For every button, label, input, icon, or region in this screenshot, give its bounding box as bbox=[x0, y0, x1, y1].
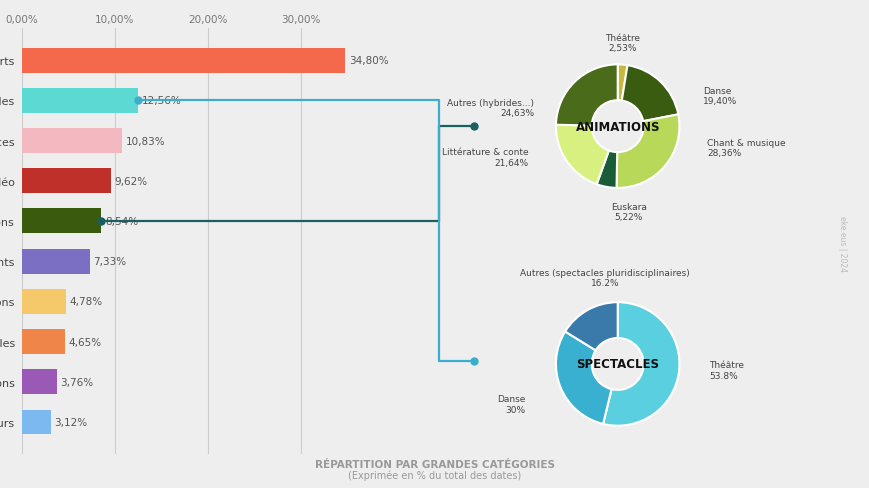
Text: 4,65%: 4,65% bbox=[69, 337, 102, 347]
Text: Théâtre
2,53%: Théâtre 2,53% bbox=[605, 34, 640, 53]
Bar bbox=[22, 209, 101, 234]
Text: RÉPARTITION PAR GRANDES CATÉGORIES: RÉPARTITION PAR GRANDES CATÉGORIES bbox=[315, 459, 554, 468]
Text: 4,78%: 4,78% bbox=[70, 297, 103, 307]
Bar bbox=[22, 289, 66, 314]
Text: 3,76%: 3,76% bbox=[60, 377, 94, 387]
Text: SPECTACLES: SPECTACLES bbox=[575, 358, 659, 371]
Text: Autres (spectacles pluridisciplinaires)
16.2%: Autres (spectacles pluridisciplinaires) … bbox=[520, 268, 689, 287]
Bar bbox=[22, 89, 138, 114]
Text: Littérature & conte
21,64%: Littérature & conte 21,64% bbox=[441, 148, 527, 167]
Text: eke.eus | 2024: eke.eus | 2024 bbox=[837, 216, 846, 272]
Text: 9,62%: 9,62% bbox=[115, 176, 148, 186]
Wedge shape bbox=[621, 66, 678, 122]
Text: 34,80%: 34,80% bbox=[348, 56, 388, 66]
Bar bbox=[22, 129, 123, 154]
Text: Danse
30%: Danse 30% bbox=[496, 395, 525, 414]
Wedge shape bbox=[596, 151, 616, 188]
Text: Autres (hybrides...)
24,63%: Autres (hybrides...) 24,63% bbox=[447, 99, 534, 118]
Text: 3,12%: 3,12% bbox=[55, 417, 88, 427]
Wedge shape bbox=[555, 65, 617, 126]
Bar bbox=[22, 329, 65, 354]
Wedge shape bbox=[602, 303, 679, 426]
Text: (Exprimée en % du total des dates): (Exprimée en % du total des dates) bbox=[348, 469, 521, 480]
Wedge shape bbox=[616, 115, 679, 188]
Bar bbox=[22, 169, 111, 194]
Bar bbox=[22, 49, 345, 74]
Wedge shape bbox=[555, 332, 611, 424]
Bar bbox=[22, 409, 50, 434]
Wedge shape bbox=[555, 125, 608, 185]
Wedge shape bbox=[565, 303, 617, 350]
Text: ANIMATIONS: ANIMATIONS bbox=[574, 121, 660, 133]
Text: 12,56%: 12,56% bbox=[142, 96, 182, 106]
Bar bbox=[22, 249, 90, 274]
Wedge shape bbox=[617, 65, 627, 102]
Text: 8,54%: 8,54% bbox=[104, 217, 138, 226]
Text: Chant & musique
28,36%: Chant & musique 28,36% bbox=[706, 139, 785, 158]
Text: Théâtre
53.8%: Théâtre 53.8% bbox=[708, 361, 743, 380]
Bar bbox=[22, 369, 56, 394]
Text: Danse
19,40%: Danse 19,40% bbox=[702, 86, 736, 106]
Text: 7,33%: 7,33% bbox=[94, 257, 127, 266]
Text: 10,83%: 10,83% bbox=[126, 136, 166, 146]
Text: Euskara
5,22%: Euskara 5,22% bbox=[610, 202, 646, 222]
